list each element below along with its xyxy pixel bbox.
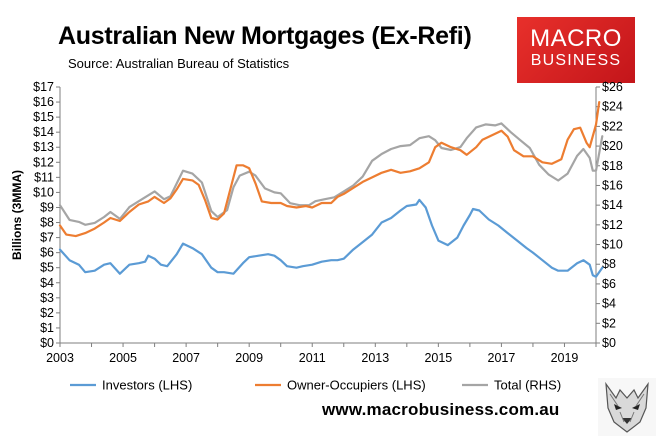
page-subtitle: Source: Australian Bureau of Statistics: [68, 56, 290, 71]
x-tick-label: 2005: [109, 351, 137, 365]
x-tick-label: 2013: [361, 351, 389, 365]
website-url: www.macrobusiness.com.au: [322, 400, 560, 419]
x-tick-label: 2015: [424, 351, 452, 365]
y-tick-left-label: $6: [40, 246, 54, 260]
logo-line-2: BUSINESS: [530, 52, 622, 69]
y-tick-left-label: $9: [40, 200, 54, 214]
chart-axes: $0$1$2$3$4$5$6$7$8$9$10$11$12$13$14$15$1…: [10, 80, 623, 365]
y-tick-right-label: $0: [602, 336, 616, 350]
y-tick-right-label: $2: [602, 316, 616, 330]
y-tick-right-label: $4: [602, 297, 616, 311]
page-title: Australian New Mortgages (Ex-Refi): [58, 22, 472, 50]
y-axis-label: Billions (3MMA): [10, 170, 24, 260]
y-tick-right-label: $8: [602, 257, 616, 271]
chart-series-layer: [58, 101, 604, 278]
x-tick-label: 2007: [172, 351, 200, 365]
y-tick-left-label: $1: [40, 321, 54, 335]
y-tick-right-label: $24: [602, 100, 623, 114]
y-tick-left-label: $5: [40, 261, 54, 275]
series-line-total-rhs: [58, 122, 604, 226]
y-tick-left-label: $0: [40, 336, 54, 350]
y-tick-left-label: $3: [40, 291, 54, 305]
y-tick-right-label: $26: [602, 80, 623, 94]
y-tick-left-label: $13: [33, 140, 54, 154]
y-tick-right-label: $12: [602, 218, 623, 232]
chart-legend: Investors (LHS) Owner-Occupiers (LHS) Tota…: [70, 378, 561, 393]
x-tick-label: 2011: [299, 351, 326, 365]
y-tick-left-label: $11: [34, 170, 54, 184]
y-tick-right-label: $20: [602, 139, 623, 153]
y-tick-left-label: $8: [40, 216, 54, 230]
y-tick-left-label: $14: [33, 125, 54, 139]
macrobusiness-logo: MACRO BUSINESS: [517, 17, 635, 83]
y-tick-left-label: $12: [33, 155, 54, 169]
x-tick-label: 2019: [551, 351, 579, 365]
y-tick-left-label: $7: [40, 231, 54, 245]
x-tick-label: 2017: [488, 351, 516, 365]
y-tick-left-label: $15: [33, 110, 54, 124]
y-tick-right-label: $16: [602, 178, 623, 192]
legend-label: Total (RHS): [494, 378, 561, 393]
y-tick-left-label: $16: [33, 95, 54, 109]
y-tick-left-label: $2: [40, 306, 54, 320]
y-tick-right-label: $14: [602, 198, 623, 212]
x-tick-label: 2003: [46, 351, 74, 365]
logo-line-1: MACRO: [530, 25, 622, 52]
wolf-head-icon: [598, 378, 656, 436]
series-line-owner-occupiers-lhs: [58, 101, 601, 238]
x-tick-label: 2009: [235, 351, 263, 365]
y-tick-right-label: $6: [602, 277, 616, 291]
y-tick-left-label: $17: [33, 80, 54, 94]
y-tick-right-label: $10: [602, 238, 623, 252]
y-tick-right-label: $22: [602, 119, 623, 133]
series-line-investors-lhs: [58, 198, 604, 278]
legend-label: Investors (LHS): [102, 378, 192, 393]
y-tick-left-label: $4: [40, 276, 54, 290]
y-tick-left-label: $10: [33, 185, 54, 199]
y-tick-right-label: $18: [602, 159, 623, 173]
legend-label: Owner-Occupiers (LHS): [287, 378, 426, 393]
